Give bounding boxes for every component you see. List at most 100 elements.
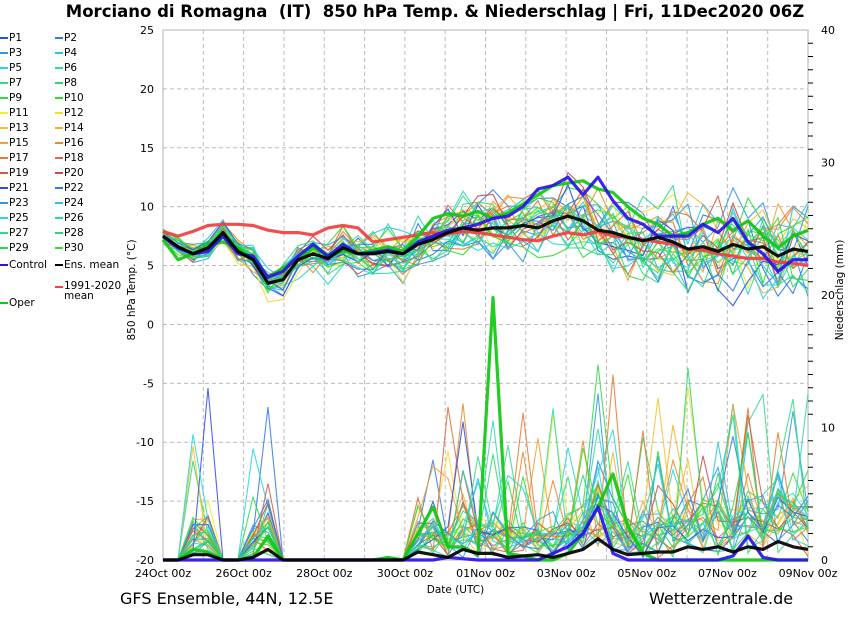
member-precip-line (163, 436, 809, 561)
legend-item: P25 (0, 212, 29, 224)
legend-item: P19 (0, 167, 29, 179)
x-tick-label: 01Nov 00z (456, 567, 515, 580)
legend-item: P22 (55, 182, 84, 194)
x-tick-label: 07Nov 00z (698, 567, 757, 580)
legend-label: P27 (9, 227, 29, 239)
legend-item: P9 (0, 92, 22, 104)
x-tick-label: 09Nov 00z (779, 567, 838, 580)
y-tick-label: 25 (140, 24, 154, 37)
legend-item: P16 (55, 137, 84, 149)
y-tick-label: 0 (147, 318, 154, 331)
legend-item: Ens. mean (55, 259, 119, 271)
ens-mean-line (162, 214, 809, 285)
legend-item: P14 (55, 122, 84, 134)
legend-item: P10 (55, 92, 84, 104)
y2-tick-label: 30 (821, 157, 835, 170)
1991-2020-mean-line (162, 222, 809, 268)
x-tick-label: 05Nov 00z (617, 567, 676, 580)
legend-item: P5 (0, 62, 22, 74)
legend-swatch (55, 142, 63, 144)
legend-swatch (0, 157, 8, 159)
y2-tick-label: 20 (821, 289, 835, 302)
source-credit: Wetterzentrale.de (649, 589, 794, 608)
legend-swatch (0, 232, 8, 234)
member-precip-line (163, 434, 809, 561)
y2-tick-label: 10 (821, 422, 835, 435)
legend-item: 1991-2020 mean (55, 281, 121, 301)
legend-swatch (0, 172, 8, 174)
legend-swatch (55, 286, 63, 288)
y2-tick-label: 40 (821, 24, 835, 37)
legend-swatch (0, 142, 8, 144)
ens-mean-precip-line (163, 537, 809, 562)
x-axis-label: Date (UTC) (427, 584, 484, 596)
x-tick-label: 24Oct 00z (135, 567, 192, 580)
legend-label: P12 (64, 107, 84, 119)
legend-item: P11 (0, 107, 29, 119)
legend-swatch (55, 37, 63, 39)
legend-swatch (0, 247, 8, 249)
x-tick-label: 30Oct 00z (377, 567, 434, 580)
legend-label: P9 (9, 92, 23, 104)
legend-item: P3 (0, 47, 22, 59)
y2-axis-label: Niederschlag (mm) (834, 240, 846, 341)
legend-label: P26 (64, 212, 84, 224)
legend-item: P24 (55, 197, 84, 209)
legend-label: P6 (64, 62, 78, 74)
legend-label: P29 (9, 242, 29, 254)
x-tick-label: 28Oct 00z (296, 567, 353, 580)
legend-item: P2 (55, 32, 77, 44)
legend-item: Oper (0, 297, 35, 309)
legend-item: P27 (0, 227, 29, 239)
legend-label: P11 (9, 107, 29, 119)
legend-item: P1 (0, 32, 22, 44)
legend-item: P13 (0, 122, 29, 134)
legend-label: P14 (64, 122, 84, 134)
legend-item: P4 (55, 47, 77, 59)
legend: P1 P2 P3 P4 P5 P6 P7 P8 P9 P10 P11 P12 P13 P14 P15 P16 P… (0, 32, 130, 322)
legend-swatch (0, 97, 8, 99)
legend-label: P20 (64, 167, 84, 179)
legend-label: Control (9, 259, 47, 271)
legend-label: P13 (9, 122, 29, 134)
legend-label: P23 (9, 197, 29, 209)
legend-label: P10 (64, 92, 84, 104)
legend-swatch (55, 82, 63, 84)
legend-swatch (55, 264, 63, 266)
member-precip-line (163, 433, 809, 561)
legend-swatch (0, 37, 8, 39)
legend-swatch (55, 97, 63, 99)
legend-item: P15 (0, 137, 29, 149)
legend-label: P4 (64, 47, 78, 59)
y2-tick-label: 0 (821, 554, 828, 567)
legend-item: P23 (0, 197, 29, 209)
legend-label: P1 (9, 32, 23, 44)
legend-swatch (55, 217, 63, 219)
control-line (162, 175, 808, 279)
y-tick-label: 20 (140, 83, 154, 96)
model-info: GFS Ensemble, 44N, 12.5E (120, 589, 334, 608)
y-tick-label: 5 (147, 260, 154, 273)
legend-swatch (55, 157, 63, 159)
y-tick-label: -5 (143, 377, 154, 390)
legend-item: P29 (0, 242, 29, 254)
legend-swatch (55, 202, 63, 204)
y-tick-label: -20 (136, 554, 154, 567)
member-temp-line (162, 214, 809, 292)
member-temp-line (162, 184, 809, 293)
legend-label: P24 (64, 197, 84, 209)
legend-label: Oper (9, 297, 35, 309)
legend-swatch (55, 52, 63, 54)
legend-label: P3 (9, 47, 23, 59)
legend-item: P26 (55, 212, 84, 224)
legend-label: P22 (64, 182, 84, 194)
legend-label: P18 (64, 152, 84, 164)
legend-swatch (0, 202, 8, 204)
legend-label: P17 (9, 152, 29, 164)
legend-label: P2 (64, 32, 78, 44)
legend-swatch (0, 264, 8, 266)
y-tick-label: -15 (136, 495, 154, 508)
x-tick-label: 26Oct 00z (215, 567, 272, 580)
legend-label: P21 (9, 182, 29, 194)
